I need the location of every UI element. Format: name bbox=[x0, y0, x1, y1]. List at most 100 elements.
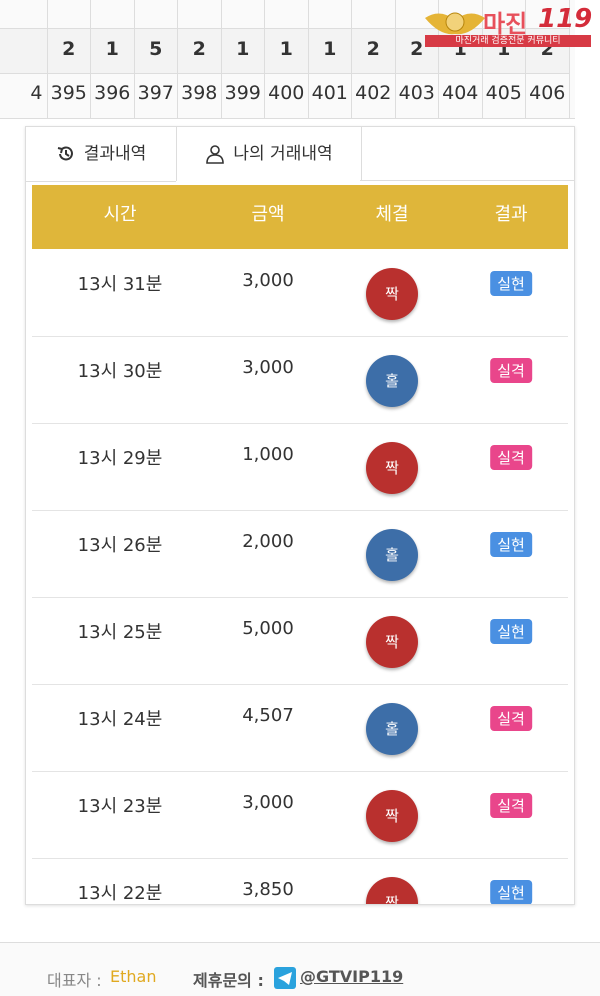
result-badge: 실격 bbox=[490, 706, 532, 731]
grid-column: 1 396 bbox=[91, 0, 135, 118]
grid-column: 2 402 bbox=[352, 0, 396, 118]
count-cell: 1 bbox=[105, 38, 119, 60]
contact-link[interactable]: @GTVIP119 bbox=[300, 967, 404, 986]
count-cell: 2 bbox=[192, 38, 206, 60]
grid-column: 1 399 bbox=[221, 0, 265, 118]
count-cell: 1 bbox=[323, 38, 337, 60]
grid-row-bg bbox=[352, 28, 395, 74]
grid-row-bg bbox=[134, 28, 177, 74]
result-badge: 실격 bbox=[490, 445, 532, 470]
grid-row-bg bbox=[178, 28, 221, 74]
column-header: 금액 bbox=[251, 204, 285, 225]
count-cell: 2 bbox=[410, 38, 424, 60]
grid-row-bg bbox=[0, 28, 47, 74]
table-row: 13시 31분 3,000 짝 실현 bbox=[32, 250, 568, 337]
trade-badge: 짝 bbox=[366, 616, 418, 668]
grid-column: 1 401 bbox=[308, 0, 352, 118]
number-cell: 405 bbox=[485, 82, 522, 104]
logo-emblem bbox=[425, 12, 485, 35]
grid-row-bg bbox=[265, 28, 308, 74]
count-cell: 1 bbox=[236, 38, 250, 60]
grid-column: 2 395 bbox=[47, 0, 91, 118]
grid-column: 2 398 bbox=[178, 0, 222, 118]
history-panel: 결과내역 나의 거래내역 시간 금액 체결 결과 13시 31분 3,000 짝 실현 13시… bbox=[25, 126, 575, 905]
number-cell: 400 bbox=[268, 82, 305, 104]
tab[interactable]: 나의 거래내역 bbox=[176, 127, 362, 181]
amount-cell: 3,000 bbox=[242, 792, 294, 813]
logo-subtitle: 마진거래 검증전문 커뮤니티 bbox=[425, 35, 591, 47]
count-cell: 1 bbox=[279, 38, 293, 60]
grid-column: 5 397 bbox=[134, 0, 178, 118]
logo-title: 마진 bbox=[483, 10, 528, 38]
amount-cell: 2,000 bbox=[242, 531, 294, 552]
number-cell: 399 bbox=[224, 82, 261, 104]
amount-cell: 3,000 bbox=[242, 357, 294, 378]
number-cell: 398 bbox=[181, 82, 218, 104]
number-cell: 401 bbox=[311, 82, 348, 104]
time-cell: 13시 23분 bbox=[77, 796, 163, 817]
number-cell: 404 bbox=[442, 82, 479, 104]
footer: 대표자 : Ethan 제휴문의 : @GTVIP119 bbox=[0, 942, 600, 996]
number-cell: 403 bbox=[398, 82, 435, 104]
count-cell: 2 bbox=[366, 38, 380, 60]
number-cell: 4 bbox=[30, 82, 43, 104]
trade-badge: 짝 bbox=[366, 790, 418, 842]
time-cell: 13시 26분 bbox=[77, 535, 163, 556]
result-badge: 실현 bbox=[490, 880, 532, 904]
table-row: 13시 25분 5,000 짝 실현 bbox=[32, 598, 568, 685]
tab-label: 나의 거래내역 bbox=[233, 144, 333, 164]
trade-badge: 홀 bbox=[366, 703, 418, 755]
tab-label: 결과내역 bbox=[83, 144, 147, 164]
table-row: 13시 24분 4,507 홀 실격 bbox=[32, 685, 568, 772]
grid-row-bg bbox=[308, 28, 351, 74]
history-icon bbox=[57, 146, 73, 161]
result-badge: 실현 bbox=[490, 619, 532, 644]
time-cell: 13시 29분 bbox=[77, 448, 163, 469]
amount-cell: 3,000 bbox=[242, 270, 294, 291]
number-cell: 402 bbox=[355, 82, 392, 104]
time-cell: 13시 25분 bbox=[77, 622, 163, 643]
count-cell: 5 bbox=[149, 38, 163, 60]
amount-cell: 4,507 bbox=[242, 705, 294, 726]
user-icon bbox=[206, 145, 225, 164]
table-row: 13시 23분 3,000 짝 실격 bbox=[32, 772, 568, 859]
column-header: 시간 bbox=[103, 204, 137, 225]
number-cell: 395 bbox=[50, 82, 87, 104]
telegram-icon bbox=[274, 967, 296, 989]
time-cell: 13시 30분 bbox=[77, 361, 163, 382]
trade-badge: 홀 bbox=[366, 529, 418, 581]
grid-row-bg bbox=[47, 28, 90, 74]
contact-label: 제휴문의 : bbox=[193, 971, 264, 990]
amount-cell: 5,000 bbox=[242, 618, 294, 639]
grid-row-bg bbox=[91, 28, 134, 74]
number-cell: 406 bbox=[529, 82, 566, 104]
trade-badge: 짝 bbox=[366, 268, 418, 320]
result-badge: 실격 bbox=[490, 358, 532, 383]
logo: 마진 119 마진거래 검증전문 커뮤니티 bbox=[425, 4, 595, 48]
tab[interactable]: 결과내역 bbox=[26, 127, 176, 182]
trade-badge: 홀 bbox=[366, 355, 418, 407]
table-row: 13시 29분 1,000 짝 실격 bbox=[32, 424, 568, 511]
grid-column: 1 400 bbox=[265, 0, 309, 118]
ceo-label: 대표자 : bbox=[47, 971, 102, 990]
table-row: 13시 22분 3,850 짝 실현 bbox=[32, 859, 568, 904]
table-header: 시간 금액 체결 결과 bbox=[32, 185, 568, 249]
ceo-name: Ethan bbox=[110, 967, 157, 986]
logo-number: 119 bbox=[538, 4, 593, 34]
grid-column: 1 404 bbox=[439, 0, 483, 118]
number-cell: 397 bbox=[137, 82, 174, 104]
trade-badge: 짝 bbox=[366, 877, 418, 904]
count-cell: 2 bbox=[62, 38, 76, 60]
table-row: 13시 26분 2,000 홀 실현 bbox=[32, 511, 568, 598]
result-badge: 실현 bbox=[490, 271, 532, 296]
grid-row-bg bbox=[221, 28, 264, 74]
grid-column: 4 bbox=[0, 0, 48, 118]
result-badge: 실현 bbox=[490, 532, 532, 557]
tab-border bbox=[360, 180, 574, 181]
amount-cell: 1,000 bbox=[242, 444, 294, 465]
column-header: 결과 bbox=[494, 204, 528, 225]
time-cell: 13시 22분 bbox=[77, 883, 163, 904]
trade-badge: 짝 bbox=[366, 442, 418, 494]
amount-cell: 3,850 bbox=[242, 879, 294, 900]
